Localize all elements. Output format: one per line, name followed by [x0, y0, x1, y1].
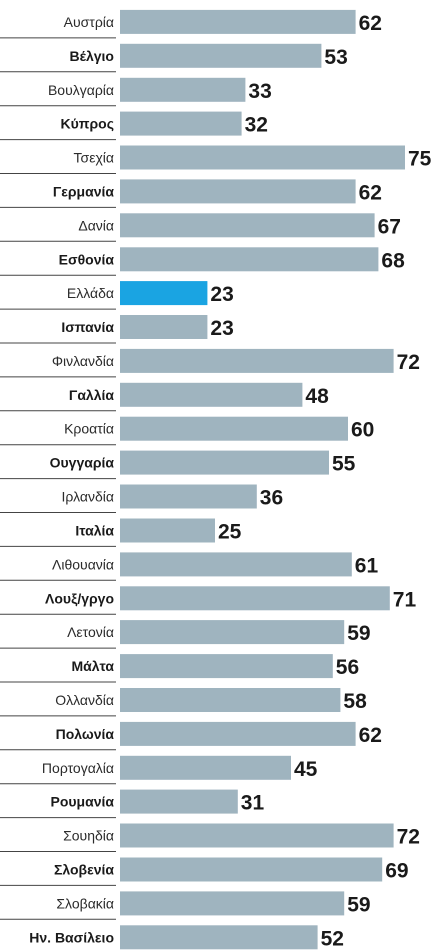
bar [120, 145, 405, 170]
category-label: Βέλγιο [70, 48, 114, 64]
category-label: Κροατία [64, 421, 114, 437]
bar [120, 213, 375, 238]
bar [120, 9, 356, 34]
data-label: 48 [305, 385, 329, 408]
data-label: 71 [393, 588, 417, 611]
category-label: Σουηδία [63, 828, 114, 844]
bar [120, 586, 390, 611]
bar [120, 857, 383, 882]
bar [120, 111, 242, 136]
data-label: 59 [347, 622, 370, 645]
bar [120, 688, 341, 712]
data-label: 36 [260, 487, 283, 510]
bar [120, 891, 345, 916]
data-label: 75 [408, 148, 432, 171]
data-label: 59 [347, 893, 370, 916]
category-label: Ρουμανία [51, 794, 115, 810]
category-label: Σλοβακία [56, 895, 114, 911]
bar [120, 179, 356, 204]
data-label: 45 [294, 758, 318, 781]
category-label: Ολλανδία [55, 692, 114, 708]
category-label: Ην. Βασίλειο [29, 929, 114, 945]
data-label: 32 [245, 114, 268, 137]
data-label: 62 [359, 12, 382, 35]
bar [120, 552, 352, 577]
category-label: Ιρλανδία [62, 489, 114, 505]
category-label: Εσθονία [59, 251, 115, 267]
category-label: Μάλτα [71, 658, 114, 674]
bar [120, 348, 394, 373]
data-label: 55 [332, 453, 356, 476]
data-label: 58 [343, 690, 367, 713]
data-label: 68 [381, 249, 405, 272]
category-label: Βουλγαρία [48, 82, 114, 98]
bar [120, 77, 246, 102]
category-label: Αυστρία [64, 14, 114, 30]
data-label: 72 [397, 351, 420, 374]
bar [120, 247, 379, 272]
data-label: 53 [324, 46, 347, 69]
bar [120, 654, 333, 679]
bar [120, 518, 215, 543]
category-label: Σλοβενία [54, 862, 114, 878]
bar [120, 281, 208, 306]
bar [120, 721, 356, 746]
bar [120, 315, 208, 339]
data-label: 33 [248, 80, 271, 103]
category-label: Λετονία [67, 624, 114, 640]
category-label: Τσεχία [74, 150, 114, 166]
bar [120, 789, 238, 814]
bar [120, 620, 345, 645]
category-label: Δανία [78, 217, 114, 233]
category-label: Λουξ/γργο [45, 590, 114, 606]
category-label: Πορτογαλία [42, 760, 114, 776]
category-label: Ιταλία [75, 523, 114, 539]
data-label: 56 [336, 656, 359, 679]
bar [120, 755, 291, 780]
data-label: 25 [218, 521, 242, 544]
category-label: Κύπρος [61, 116, 114, 132]
data-label: 23 [210, 283, 233, 306]
data-label: 72 [397, 826, 420, 849]
category-label: Λιθουανία [52, 556, 114, 572]
data-label: 69 [385, 860, 408, 883]
bar [120, 823, 394, 848]
category-label: Γαλλία [69, 387, 114, 403]
data-label: 67 [378, 215, 401, 238]
category-label: Ισπανία [61, 319, 114, 335]
bar [120, 484, 257, 509]
category-label: Γερμανία [53, 183, 115, 199]
bar [120, 450, 329, 475]
bar [120, 925, 318, 950]
bar [120, 416, 348, 441]
category-label: Ελλάδα [67, 285, 114, 301]
data-label: 23 [210, 317, 233, 340]
data-label: 60 [351, 419, 374, 442]
category-label: Πολωνία [56, 726, 115, 742]
data-label: 52 [321, 927, 344, 950]
category-label: Ουγγαρία [50, 455, 115, 471]
bar [120, 382, 303, 407]
bar [120, 43, 322, 68]
data-label: 62 [359, 724, 382, 747]
data-label: 61 [355, 554, 379, 577]
data-label: 62 [359, 181, 382, 204]
category-label: Φινλανδία [52, 353, 114, 369]
data-label: 31 [241, 792, 265, 815]
